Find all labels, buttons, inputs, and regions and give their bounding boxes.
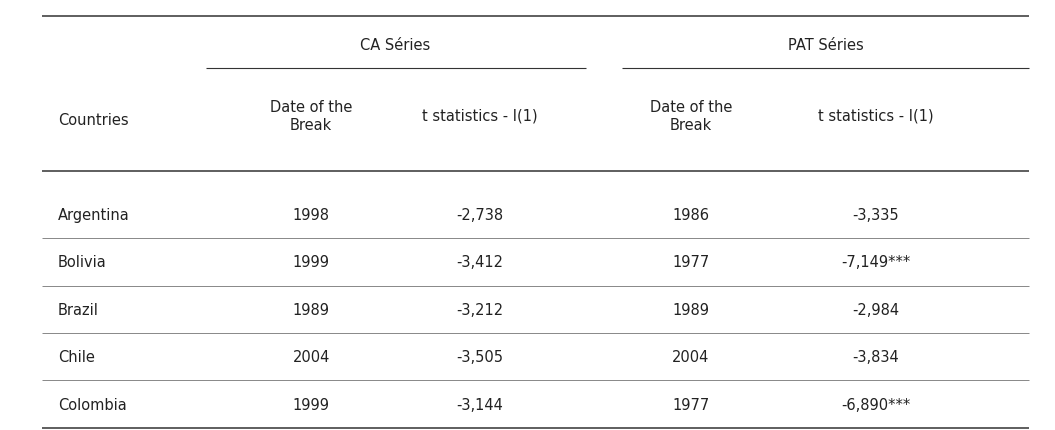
Text: 1999: 1999 (292, 397, 330, 412)
Text: -2,738: -2,738 (457, 208, 503, 222)
Text: 2004: 2004 (292, 350, 330, 364)
Text: 1989: 1989 (292, 302, 330, 317)
Text: CA Séries: CA Séries (361, 38, 430, 52)
Text: 1998: 1998 (292, 208, 330, 222)
Text: -3,505: -3,505 (457, 350, 503, 364)
Text: 1986: 1986 (672, 208, 710, 222)
Text: Chile: Chile (58, 350, 95, 364)
Text: t statistics - I(1): t statistics - I(1) (422, 109, 538, 123)
Text: Countries: Countries (58, 113, 129, 128)
Text: -7,149***: -7,149*** (841, 255, 910, 270)
Text: Brazil: Brazil (58, 302, 99, 317)
Text: -3,834: -3,834 (852, 350, 899, 364)
Text: 1999: 1999 (292, 255, 330, 270)
Text: PAT Séries: PAT Séries (788, 38, 863, 52)
Text: -3,212: -3,212 (457, 302, 503, 317)
Text: -2,984: -2,984 (852, 302, 899, 317)
Text: -3,412: -3,412 (457, 255, 503, 270)
Text: -6,890***: -6,890*** (841, 397, 910, 412)
Text: 1977: 1977 (672, 255, 710, 270)
Text: Bolivia: Bolivia (58, 255, 107, 270)
Text: 2004: 2004 (672, 350, 710, 364)
Text: Argentina: Argentina (58, 208, 130, 222)
Text: Date of the
Break: Date of the Break (650, 99, 732, 133)
Text: -3,335: -3,335 (852, 208, 899, 222)
Text: Colombia: Colombia (58, 397, 127, 412)
Text: t statistics - I(1): t statistics - I(1) (818, 109, 934, 123)
Text: Date of the
Break: Date of the Break (270, 99, 352, 133)
Text: 1989: 1989 (672, 302, 710, 317)
Text: 1977: 1977 (672, 397, 710, 412)
Text: -3,144: -3,144 (457, 397, 503, 412)
